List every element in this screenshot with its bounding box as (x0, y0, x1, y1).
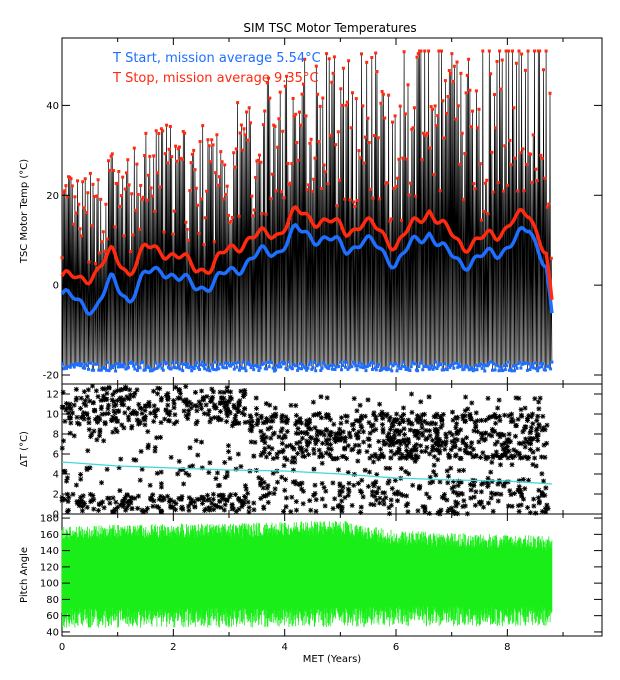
y-tick-label: 0 (53, 510, 59, 521)
pitch-y-label: Pitch Angle (19, 547, 30, 603)
x-tick-label: 8 (504, 642, 510, 653)
legend-start: T Start, mission average 5.54°C (112, 51, 321, 66)
y-tick-label: 140 (40, 546, 59, 557)
y-tick-label: 160 (40, 530, 59, 541)
y-tick-label: 40 (46, 101, 59, 112)
y-tick-label: 60 (46, 611, 59, 622)
x-tick-label: 2 (170, 642, 176, 653)
y-tick-label: 4 (53, 470, 59, 481)
x-axis-label: MET (Years) (303, 654, 362, 665)
y-tick-label: 120 (40, 562, 59, 573)
temp-y-label: TSC Motor Temp (°C) (19, 159, 30, 264)
series-stop-line (60, 205, 554, 300)
y-tick-label: 10 (46, 410, 59, 421)
delta-t-asterisks (59, 383, 551, 517)
temp-excursion-path (61, 51, 553, 371)
y-tick-label: 12 (46, 390, 59, 401)
y-tick-label: 100 (40, 579, 59, 590)
pitch-angle-lines (61, 520, 553, 628)
y-tick-label: 2 (53, 490, 59, 501)
chart-title: SIM TSC Motor Temperatures (243, 21, 416, 35)
temp-excursion-lines (60, 49, 554, 373)
delta-t-y-label: ΔT (°C) (19, 431, 30, 467)
temp-trough-markers (61, 360, 554, 373)
y-tick-label: 40 (46, 627, 59, 638)
y-tick-label: 80 (46, 595, 59, 606)
series-start-line (60, 223, 554, 316)
pitch-lines (61, 520, 553, 628)
y-tick-label: 180 (40, 514, 59, 525)
y-tick-label: 20 (46, 191, 59, 202)
y-tick-label: -20 (43, 371, 59, 382)
x-tick-label: 4 (281, 642, 287, 653)
x-tick-label: 0 (59, 642, 65, 653)
y-tick-label: 0 (53, 281, 59, 292)
delta-t-points (59, 383, 552, 517)
legend-stop: T Stop, mission average 9.35°C (112, 71, 319, 86)
temp-series-lines (60, 205, 554, 316)
y-tick-label: 6 (53, 450, 59, 461)
x-tick-label: 6 (393, 642, 399, 653)
delta-t-mean-line (61, 461, 552, 485)
y-tick-label: 8 (53, 430, 59, 441)
